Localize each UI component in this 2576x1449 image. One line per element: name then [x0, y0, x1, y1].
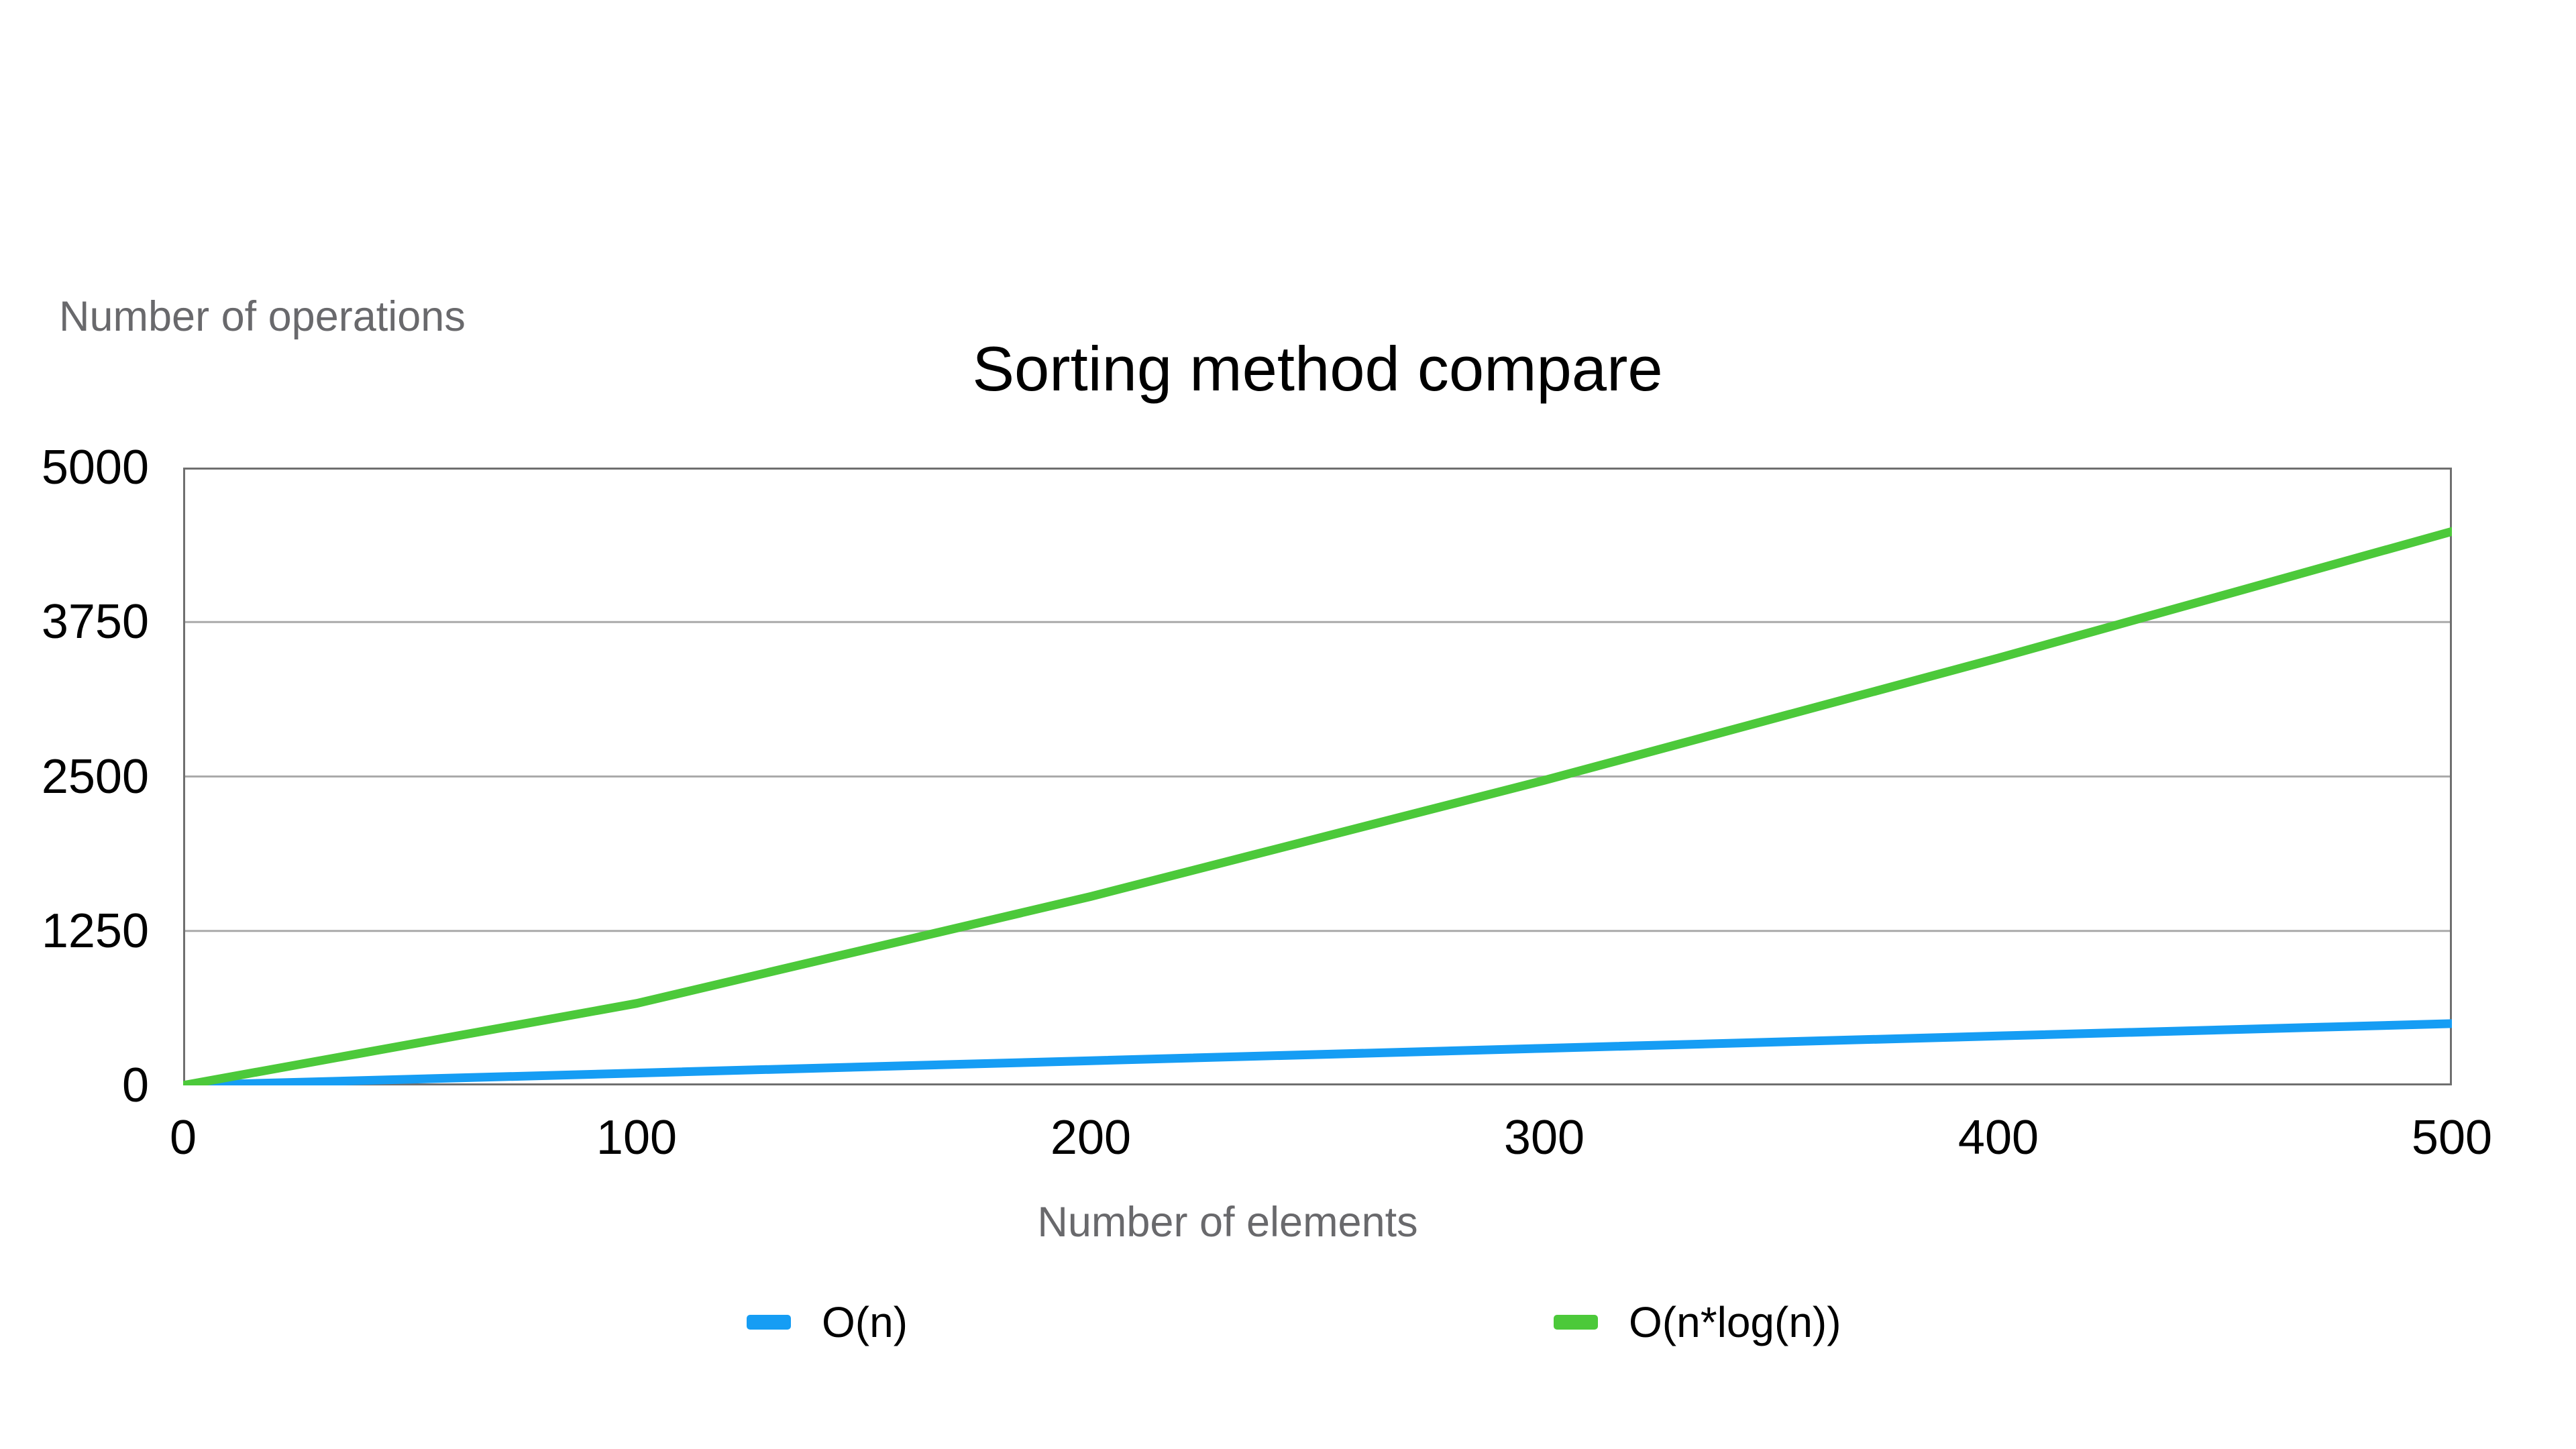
- x-tick-label: 100: [596, 1111, 678, 1165]
- x-tick-label: 400: [1957, 1111, 2039, 1165]
- legend-swatch-on-icon: [747, 1315, 791, 1330]
- y-tick-label: 0: [121, 1059, 149, 1112]
- x-tick-labels: 0 100 200 300 400 500: [170, 1110, 2492, 1170]
- y-tick-label: 5000: [41, 441, 149, 494]
- x-axis-title: Number of elements: [1037, 1199, 1418, 1246]
- legend-item-on: O(n): [747, 1293, 908, 1351]
- x-tick-label: 500: [2411, 1111, 2493, 1165]
- legend-swatch-onlogn-icon: [1554, 1315, 1598, 1330]
- series-line-1: [183, 527, 2452, 1085]
- plot-svg: [183, 468, 2452, 1085]
- x-tick-label: 0: [169, 1111, 197, 1165]
- x-tick-label: 200: [1050, 1111, 1132, 1165]
- legend-item-onlogn: O(n*log(n)): [1554, 1293, 1841, 1351]
- chart-title: Sorting method compare: [972, 333, 1663, 404]
- y-tick-label: 2500: [41, 750, 149, 804]
- plot-area: [183, 468, 2452, 1085]
- series-line-0: [183, 1019, 2452, 1085]
- legend-label-on: O(n): [822, 1298, 908, 1346]
- x-tick-label: 300: [1503, 1111, 1585, 1165]
- legend-label-onlogn: O(n*log(n)): [1629, 1298, 1841, 1346]
- y-tick-labels: 0 1250 2500 3750 5000: [0, 441, 149, 1112]
- y-axis-title: Number of operations: [59, 293, 466, 340]
- y-tick-label: 1250: [41, 904, 149, 958]
- plot-border: [183, 468, 2452, 1085]
- legend: O(n) O(n*log(n)): [0, 1293, 2576, 1354]
- y-tick-label: 3750: [41, 595, 149, 649]
